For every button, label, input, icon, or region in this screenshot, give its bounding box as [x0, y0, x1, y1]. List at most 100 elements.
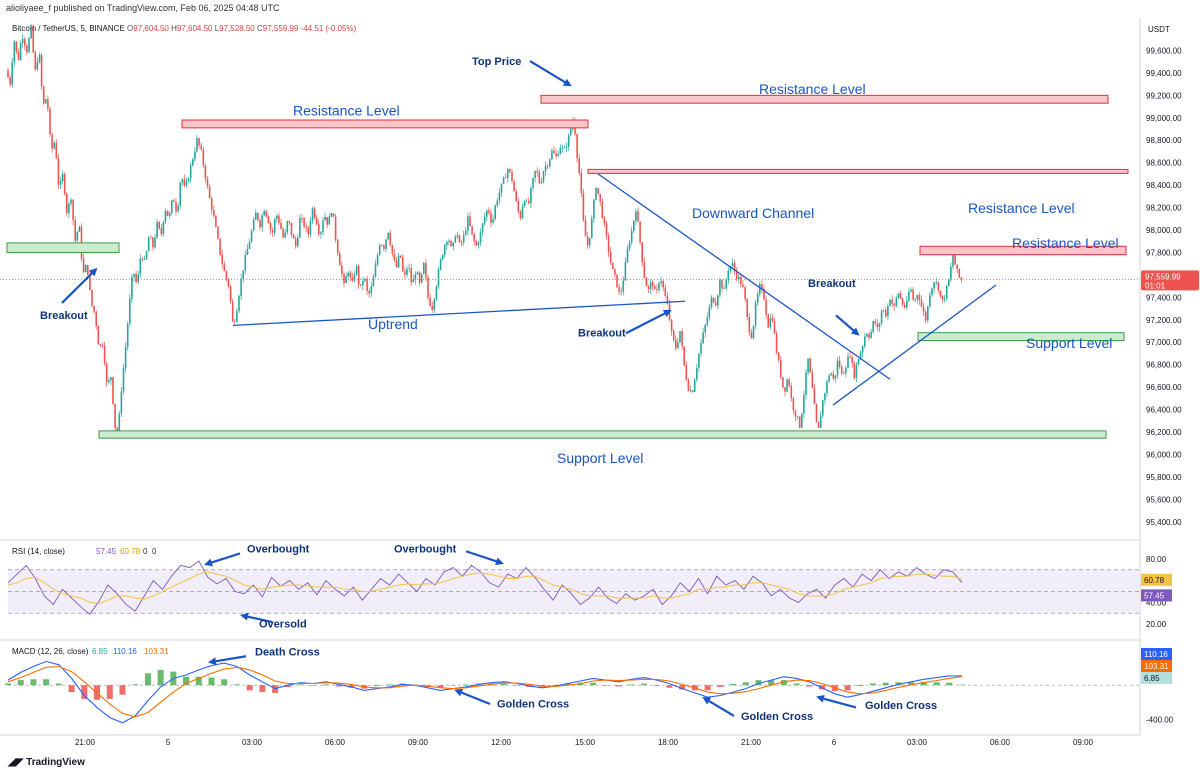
- candle-body: [219, 238, 221, 255]
- annotation-label: Resistance Level: [968, 200, 1075, 216]
- candle-body: [97, 326, 100, 345]
- candle-body: [635, 211, 637, 221]
- candle-body: [912, 289, 914, 300]
- candle-body: [704, 324, 706, 333]
- candle-body: [864, 336, 866, 347]
- candle-body: [618, 287, 620, 292]
- annotation-arrow: [208, 655, 247, 666]
- candle-body: [906, 300, 908, 308]
- annotation-label: Resistance Level: [1012, 235, 1119, 251]
- macd-histogram-bar: [806, 685, 813, 687]
- candle-body: [408, 268, 410, 269]
- candle-body: [691, 390, 694, 392]
- candle-body: [49, 108, 51, 135]
- candle-body: [752, 325, 755, 339]
- candle-body: [620, 291, 622, 293]
- candle-body: [868, 334, 870, 338]
- candle-body: [179, 182, 181, 206]
- last-price-tag: [1141, 270, 1199, 291]
- publisher-header: alioliyaee_f published on TradingView.co…: [6, 3, 280, 13]
- macd-histogram-bar: [501, 683, 508, 686]
- candle-body: [246, 248, 249, 255]
- macd-histogram-bar: [284, 685, 291, 687]
- candle-body: [152, 237, 154, 248]
- candle-body: [330, 213, 333, 217]
- candle-body: [276, 215, 278, 220]
- candle-body: [916, 295, 919, 300]
- annotation-label: Oversold: [259, 618, 307, 630]
- tradingview-logo[interactable]: ◢◤ TradingView: [8, 757, 85, 768]
- candle-body: [586, 236, 589, 246]
- support-zone: [917, 332, 1125, 342]
- candle-body: [557, 154, 559, 156]
- candle-body: [952, 252, 954, 267]
- candle-body: [880, 310, 883, 324]
- currency-label: USDT: [1148, 25, 1170, 34]
- candle-body: [309, 220, 312, 235]
- candle-body: [765, 299, 767, 315]
- candle-body: [315, 217, 318, 225]
- candle-body: [444, 245, 446, 255]
- annotation-label: Downward Channel: [692, 205, 814, 221]
- candle-body: [297, 237, 299, 247]
- candle-body: [754, 303, 757, 326]
- low-label: L: [214, 24, 220, 33]
- candle-body: [660, 281, 662, 283]
- time-tick-label: 21:00: [75, 738, 96, 747]
- candle-body: [624, 262, 627, 281]
- low-value: 97,528.50: [219, 24, 255, 33]
- macd-signal-tag-value: 103.31: [1144, 662, 1169, 671]
- candle-body: [960, 277, 963, 280]
- candle-body: [252, 219, 255, 231]
- candle-body: [477, 242, 480, 246]
- annotation-label: Breakout: [578, 328, 626, 340]
- candle-body: [523, 201, 526, 207]
- annotation-label: Overbought: [394, 543, 457, 555]
- candle-body: [819, 415, 822, 428]
- candle-body: [72, 199, 74, 221]
- candle-body: [521, 206, 524, 219]
- macd-histogram-bar: [462, 684, 469, 686]
- candle-body: [876, 323, 879, 328]
- candle-body: [393, 253, 396, 261]
- rsi-tick-label: 40.00: [1146, 598, 1167, 607]
- candle-body: [141, 258, 144, 260]
- macd-histogram-bar: [323, 684, 329, 686]
- candle-body: [40, 54, 43, 87]
- open-value: 97,604.50: [133, 24, 169, 33]
- candle-body: [714, 302, 717, 306]
- candle-body: [402, 257, 404, 272]
- candle-body: [832, 373, 835, 379]
- candle-body: [217, 226, 219, 239]
- candle-body: [656, 289, 658, 290]
- candle-body: [427, 277, 429, 298]
- macd-histogram-bar: [55, 683, 62, 686]
- candle-body: [336, 239, 339, 254]
- price-tick-label: 98,200.00: [1146, 204, 1182, 213]
- candle-body: [269, 223, 272, 230]
- rsi-ma-tag: [1141, 573, 1172, 586]
- macd-histogram-bar: [920, 681, 927, 686]
- candle-body: [450, 240, 452, 247]
- candle-body: [26, 45, 28, 53]
- annotation-label: Uptrend: [368, 316, 418, 332]
- candle-body: [685, 365, 688, 380]
- candle-body: [553, 150, 555, 154]
- candle-body: [313, 208, 316, 218]
- tradingview-logo-text: TradingView: [26, 757, 85, 768]
- symbol-title[interactable]: Bitcoin / TetherUS, 5, BINANCE: [12, 24, 125, 33]
- candle-body: [355, 265, 358, 275]
- candle-body: [351, 277, 354, 281]
- candle-body: [840, 366, 843, 374]
- candle-body: [147, 237, 150, 252]
- candle-body: [231, 301, 234, 322]
- candle-body: [332, 213, 335, 217]
- price-tick-label: 96,000.00: [1146, 450, 1182, 459]
- candle-body: [118, 413, 121, 433]
- macd-histogram-bar: [717, 685, 724, 687]
- tradingview-logo-icon: ◢◤: [8, 757, 24, 768]
- candle-body: [294, 238, 297, 247]
- candle-body: [918, 295, 921, 301]
- price-tick-label: 97,000.00: [1146, 338, 1182, 347]
